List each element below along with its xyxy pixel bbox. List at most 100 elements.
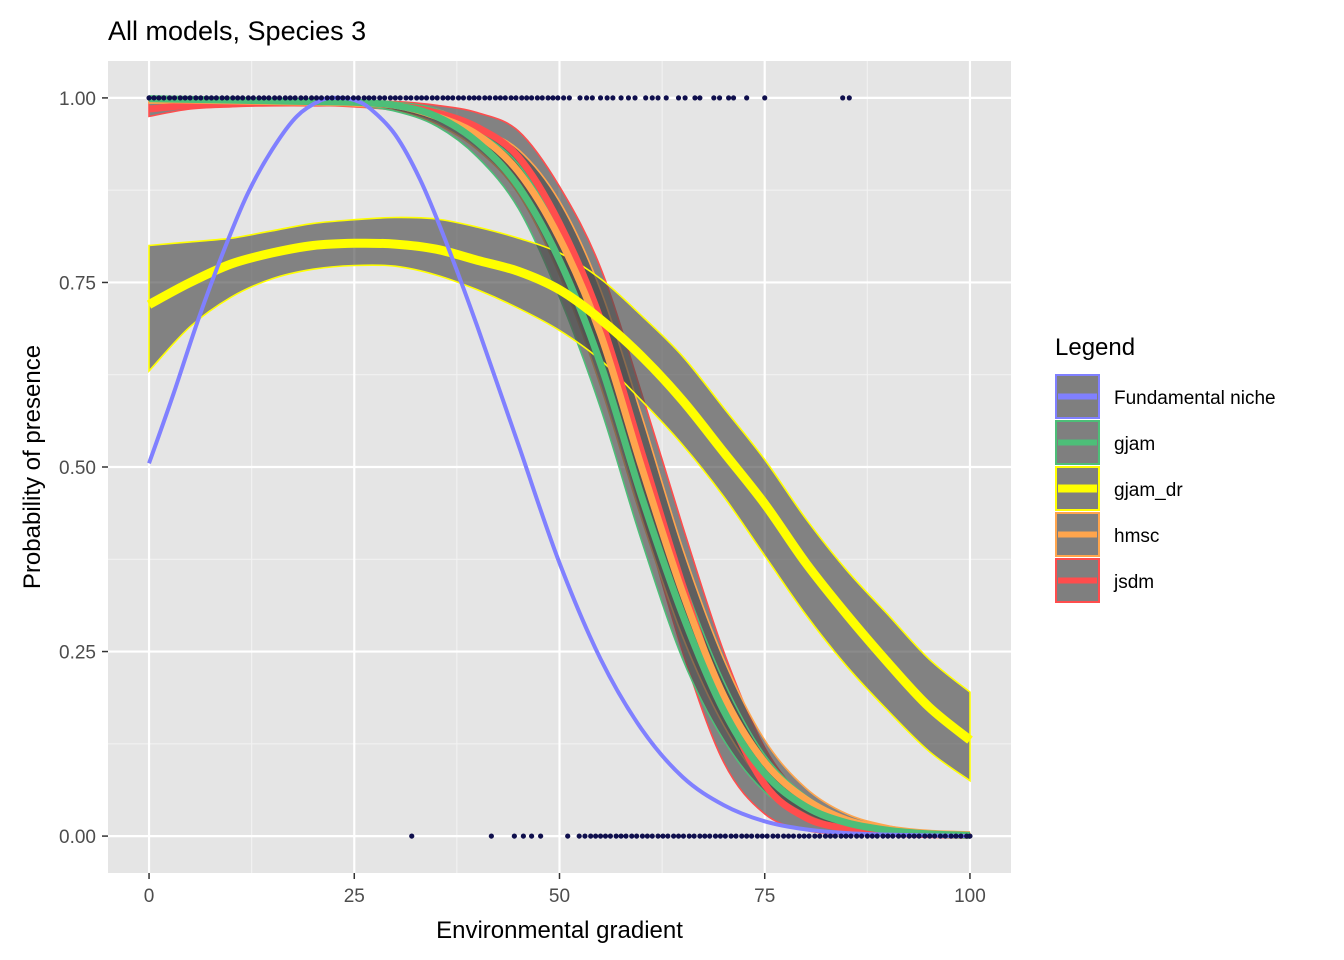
point-present [313,95,320,101]
point-present [539,95,545,101]
point-absent [565,833,571,839]
point-present [203,95,210,101]
point-present [545,95,551,101]
point-present [329,95,335,101]
point-absent [528,833,535,839]
point-absent [623,833,629,839]
point-present [497,95,503,101]
legend-label-gjam-dr: gjam_dr [1114,480,1183,501]
point-present [508,95,514,101]
x-tick-label: 50 [549,886,570,907]
point-absent [953,833,959,839]
point-present [261,95,267,101]
point-absent [644,833,650,839]
point-absent [582,833,588,839]
point-present [266,95,272,101]
point-absent [488,833,494,839]
point-present [434,95,440,101]
point-present [397,95,403,101]
point-present [604,95,610,101]
point-present [524,95,530,101]
point-absent [812,833,818,839]
point-absent [858,833,865,839]
point-absent [785,833,792,839]
point-absent [717,833,723,839]
point-present [166,95,173,101]
point-present [361,95,367,101]
point-absent [744,833,750,839]
point-absent [728,833,734,839]
point-absent [576,833,582,839]
point-absent [680,833,687,839]
point-present [502,95,508,101]
point-absent [958,833,964,839]
point-present [555,95,561,101]
point-absent [748,833,755,839]
point-present [387,95,393,101]
point-present [460,95,467,101]
point-present [632,95,638,101]
point-absent [885,833,891,839]
point-absent [911,833,917,839]
point-present [455,95,462,101]
point-present [256,95,262,101]
point-absent [712,833,719,839]
point-absent [781,833,787,839]
point-absent [691,833,697,839]
point-present [282,95,288,101]
legend-label-hmsc: hmsc [1114,526,1159,547]
point-present [230,95,236,101]
point-present [250,95,256,101]
y-tick-label: 0.00 [59,827,96,848]
point-present [340,95,346,101]
point-present [187,95,193,101]
observation-points [146,95,973,839]
legend-label-gjam: gjam [1114,434,1155,455]
point-absent [895,833,902,839]
point-absent [869,833,875,839]
point-present [534,95,540,101]
point-present [335,95,341,101]
point-present [487,95,493,101]
point-absent [790,833,797,839]
point-absent [900,833,907,839]
point-present [219,95,225,101]
point-present [177,95,183,101]
point-present [482,95,488,101]
point-present [655,95,661,101]
point-present [589,95,595,101]
point-present [716,95,723,101]
point-absent [639,833,646,839]
point-present [610,95,616,101]
x-axis-label: Environmental gradient [436,917,683,944]
point-absent [817,833,823,839]
point-absent [775,833,781,839]
legend-label-jsdm: jsdm [1113,572,1154,593]
point-present [245,95,251,101]
point-absent [874,833,880,839]
point-absent [739,833,745,839]
point-present [146,95,152,101]
point-present [711,95,717,101]
point-absent [754,833,760,839]
x-tick-label: 100 [954,886,986,907]
point-present [762,95,768,101]
point-present [577,95,583,101]
point-absent [602,833,609,839]
point-present [682,95,688,101]
point-present [287,95,293,101]
point-present [846,95,852,101]
point-present [161,95,167,101]
point-present [272,95,278,101]
y-axis: 0.00 0.25 0.50 0.75 1.00 [59,89,108,848]
point-absent [722,833,728,839]
point-present [618,95,624,101]
point-present [675,95,682,101]
point-present [513,95,519,101]
point-absent [796,833,802,839]
point-present [298,95,304,101]
point-present [156,95,162,101]
point-absent [597,833,604,839]
point-absent [697,833,703,839]
y-tick-label: 0.75 [59,273,96,294]
